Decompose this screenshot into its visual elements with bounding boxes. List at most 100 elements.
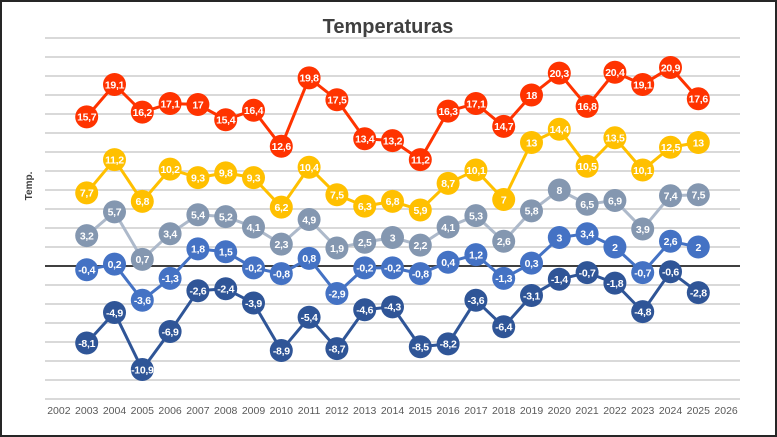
x-tick-label: 2015 (409, 405, 433, 417)
x-tick-label: 2014 (381, 405, 405, 417)
data-point (547, 178, 571, 202)
series-3: 3,2 5,7 0,7 3,4 5,4 5,2 4,1 2,3 4,9 1,9 2,5 3 2,2 4,1… (75, 178, 710, 271)
data-label: 16,4 (244, 105, 264, 117)
data-point (631, 300, 655, 324)
x-tick-label: 2005 (131, 405, 155, 417)
data-point (325, 282, 349, 306)
data-point (130, 288, 154, 312)
data-label: 5,9 (413, 205, 427, 217)
data-label: 6,2 (274, 202, 288, 214)
data-point (214, 277, 238, 301)
data-point (130, 247, 154, 271)
data-point (381, 189, 404, 213)
data-label: 9,8 (219, 168, 233, 180)
data-point (436, 99, 460, 123)
data-label: 9,3 (191, 172, 205, 184)
y-axis-title: Temp. (24, 171, 35, 200)
data-label: 6,3 (358, 201, 372, 213)
data-label: -1,3 (162, 273, 179, 285)
data-label: 10,5 (577, 161, 597, 173)
data-label: 17,1 (160, 98, 180, 110)
data-label: 3,9 (636, 224, 650, 236)
data-label: 4,1 (441, 222, 455, 234)
data-label: -2,6 (189, 286, 206, 298)
data-label: -8,1 (78, 338, 95, 350)
data-label: -0,7 (634, 267, 651, 279)
data-label: 20,3 (550, 68, 570, 80)
x-tick-label: 2004 (103, 405, 127, 417)
data-label: 2 (612, 242, 618, 254)
data-point (659, 184, 682, 208)
data-point (269, 134, 293, 158)
data-label: 11,2 (411, 154, 430, 166)
x-tick-label: 2022 (603, 405, 627, 417)
data-label: -8,9 (273, 345, 290, 357)
data-label: 10,1 (633, 165, 653, 177)
x-tick-label: 2018 (492, 405, 516, 417)
data-point (464, 288, 488, 312)
data-point (214, 161, 238, 185)
data-point (686, 235, 710, 259)
data-point (158, 266, 182, 290)
data-point (353, 230, 377, 254)
data-point (242, 215, 265, 239)
data-point (408, 233, 432, 257)
data-point (464, 92, 488, 116)
data-label: 16,8 (577, 101, 597, 113)
data-point (158, 320, 182, 344)
x-axis-tick-labels: 2002 2003 2004 2005 2006 2007 2008 2009 2010 2011… (47, 405, 738, 417)
data-label: 13,2 (383, 135, 403, 147)
data-point (103, 73, 126, 97)
data-point (464, 243, 488, 267)
x-tick-label: 2003 (75, 405, 99, 417)
data-point (603, 60, 627, 84)
data-label: 18 (526, 90, 538, 102)
data-point (75, 258, 99, 282)
data-label: 5,4 (191, 210, 205, 222)
data-label: 0,2 (108, 259, 122, 271)
x-tick-label: 2020 (548, 405, 572, 417)
data-point (75, 331, 99, 355)
data-label: -0,6 (662, 267, 679, 279)
chart-title: Temperaturas (323, 16, 454, 38)
x-tick-label: 2009 (242, 405, 266, 417)
data-label: 20,9 (661, 62, 681, 74)
data-point (325, 183, 349, 207)
data-label: 17,5 (327, 95, 347, 107)
data-point (408, 198, 432, 222)
data-label: 1,9 (330, 243, 344, 255)
data-label: 14,4 (550, 124, 570, 136)
data-label: 10,4 (299, 162, 319, 174)
data-label: -3,1 (523, 290, 540, 302)
data-label: 2,5 (358, 237, 372, 249)
data-point (103, 301, 126, 325)
data-label: 6,8 (386, 196, 400, 208)
data-point (186, 203, 210, 227)
data-label: 4,1 (247, 222, 261, 234)
data-point (269, 262, 293, 286)
data-point (492, 229, 516, 253)
data-label: 6,5 (580, 199, 594, 211)
data-label: 4,9 (302, 214, 316, 226)
data-label: 13 (526, 137, 538, 149)
data-point (297, 66, 321, 90)
data-label: 8,7 (441, 178, 455, 190)
x-tick-label: 2019 (520, 405, 544, 417)
data-label: 17,1 (466, 98, 486, 110)
data-label: -8,7 (328, 343, 345, 355)
data-label: 2 (696, 242, 702, 254)
data-label: -4,6 (356, 305, 373, 317)
data-point (130, 358, 154, 382)
x-tick-label: 2002 (47, 405, 71, 417)
data-label: 3,4 (580, 229, 594, 241)
data-label: -0,2 (245, 263, 262, 275)
data-point (269, 232, 293, 256)
data-label: 3 (557, 232, 563, 244)
data-point (686, 87, 710, 111)
data-label: 2,2 (413, 240, 427, 252)
data-label: 0,4 (441, 257, 455, 269)
data-point (381, 129, 404, 153)
data-label: -6,9 (162, 326, 179, 338)
data-label: 5,7 (108, 207, 122, 219)
data-point (75, 181, 99, 205)
